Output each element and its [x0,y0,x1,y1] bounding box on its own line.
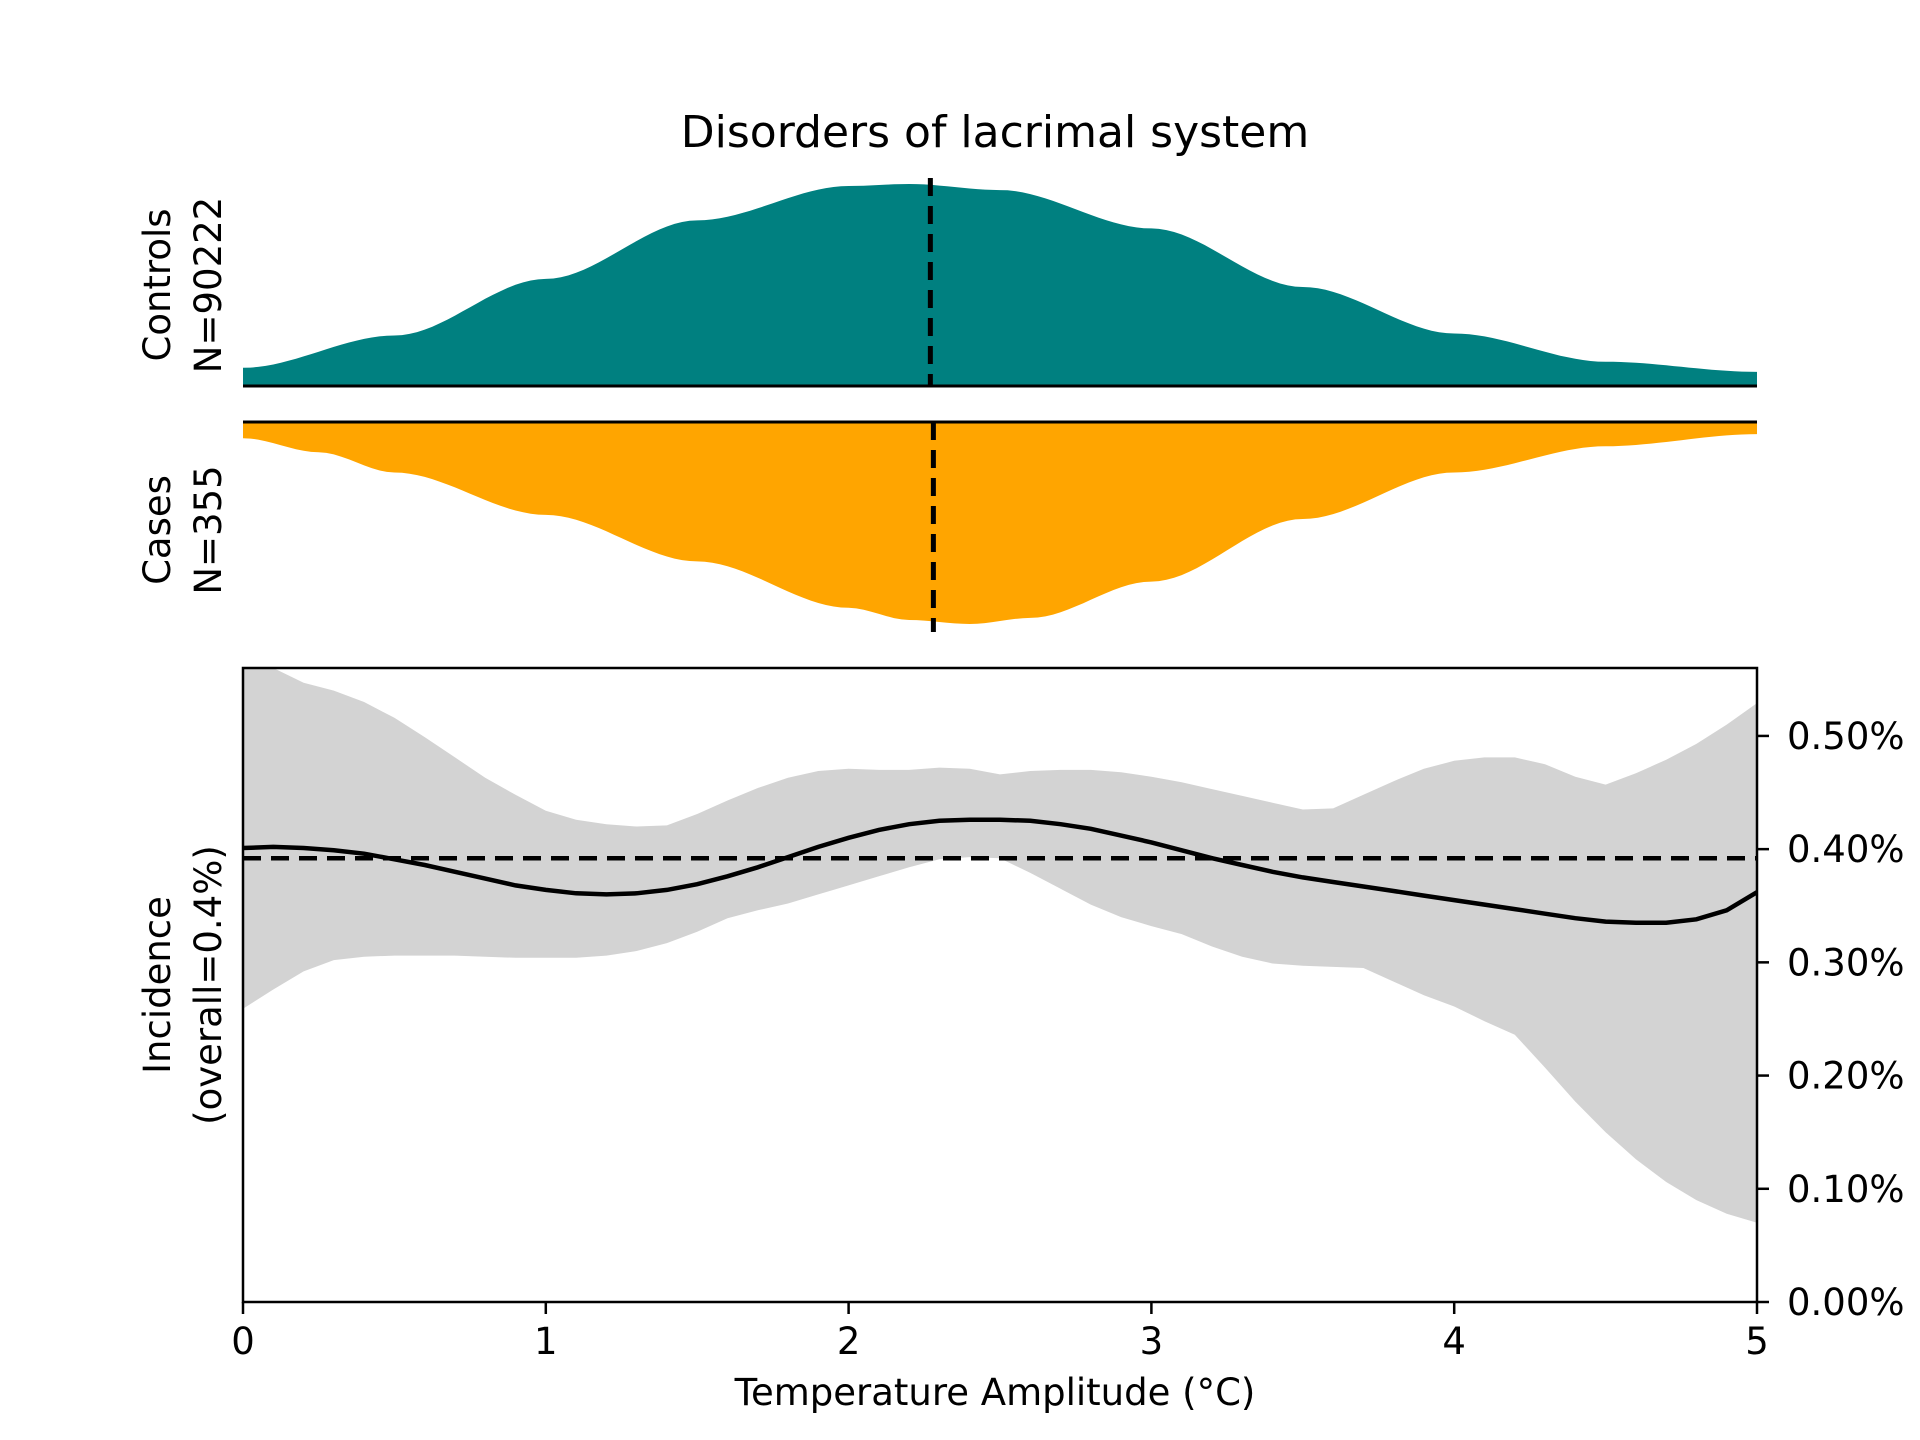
y-tick-label: 0.00% [1787,1281,1905,1324]
cases-label: Cases [136,475,179,585]
y-tick-label: 0.10% [1787,1168,1905,1211]
y-tick-label: 0.40% [1787,828,1905,871]
axes-frame [241,666,1759,1304]
x-axis-label: Temperature Amplitude (°C) [734,1371,1256,1414]
x-tick-label: 1 [534,1320,558,1363]
y-axis: 0.00% 0.10% 0.20% 0.30% 0.40% 0.50% [1757,715,1905,1324]
y-axis-label: Incidence [136,896,179,1074]
incidence-line [242,817,1759,925]
distribution-panel: Controls N=90222 Cases N=355 [136,178,1757,632]
cases-density-area [243,422,1757,624]
controls-count-label: N=90222 [187,197,230,373]
y-tick-label: 0.20% [1787,1055,1905,1098]
y-tick-label: 0.30% [1787,941,1905,984]
chart-title: Disorders of lacrimal system [681,107,1309,158]
confidence-band [243,668,1757,1223]
x-tick-label: 2 [837,1320,861,1363]
incidence-panel: 0 1 2 3 4 5 0.00% 0.10% 0.20% 0.30% 0.40% 0.50% In… [136,666,1905,1414]
cases-count-label: N=355 [187,465,230,594]
x-tick-label: 5 [1745,1320,1769,1363]
x-tick-label: 3 [1140,1320,1164,1363]
x-tick-label: 0 [231,1320,255,1363]
y-axis-label-overall: (overall=0.4%) [187,845,230,1125]
x-tick-label: 4 [1442,1320,1466,1363]
x-axis: 0 1 2 3 4 5 [231,1302,1769,1363]
controls-density-area [243,184,1757,386]
y-tick-label: 0.50% [1787,715,1905,758]
controls-label: Controls [136,208,179,361]
